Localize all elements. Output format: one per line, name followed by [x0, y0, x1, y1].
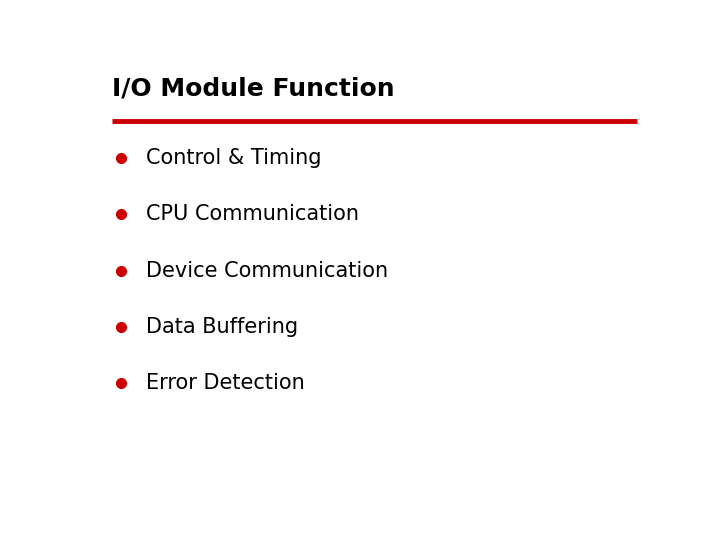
Text: Control & Timing: Control & Timing	[145, 148, 321, 168]
Text: CPU Communication: CPU Communication	[145, 205, 359, 225]
Text: I/O Module Function: I/O Module Function	[112, 76, 395, 100]
Text: Error Detection: Error Detection	[145, 373, 305, 393]
Text: Device Communication: Device Communication	[145, 261, 388, 281]
Text: Data Buffering: Data Buffering	[145, 317, 298, 337]
